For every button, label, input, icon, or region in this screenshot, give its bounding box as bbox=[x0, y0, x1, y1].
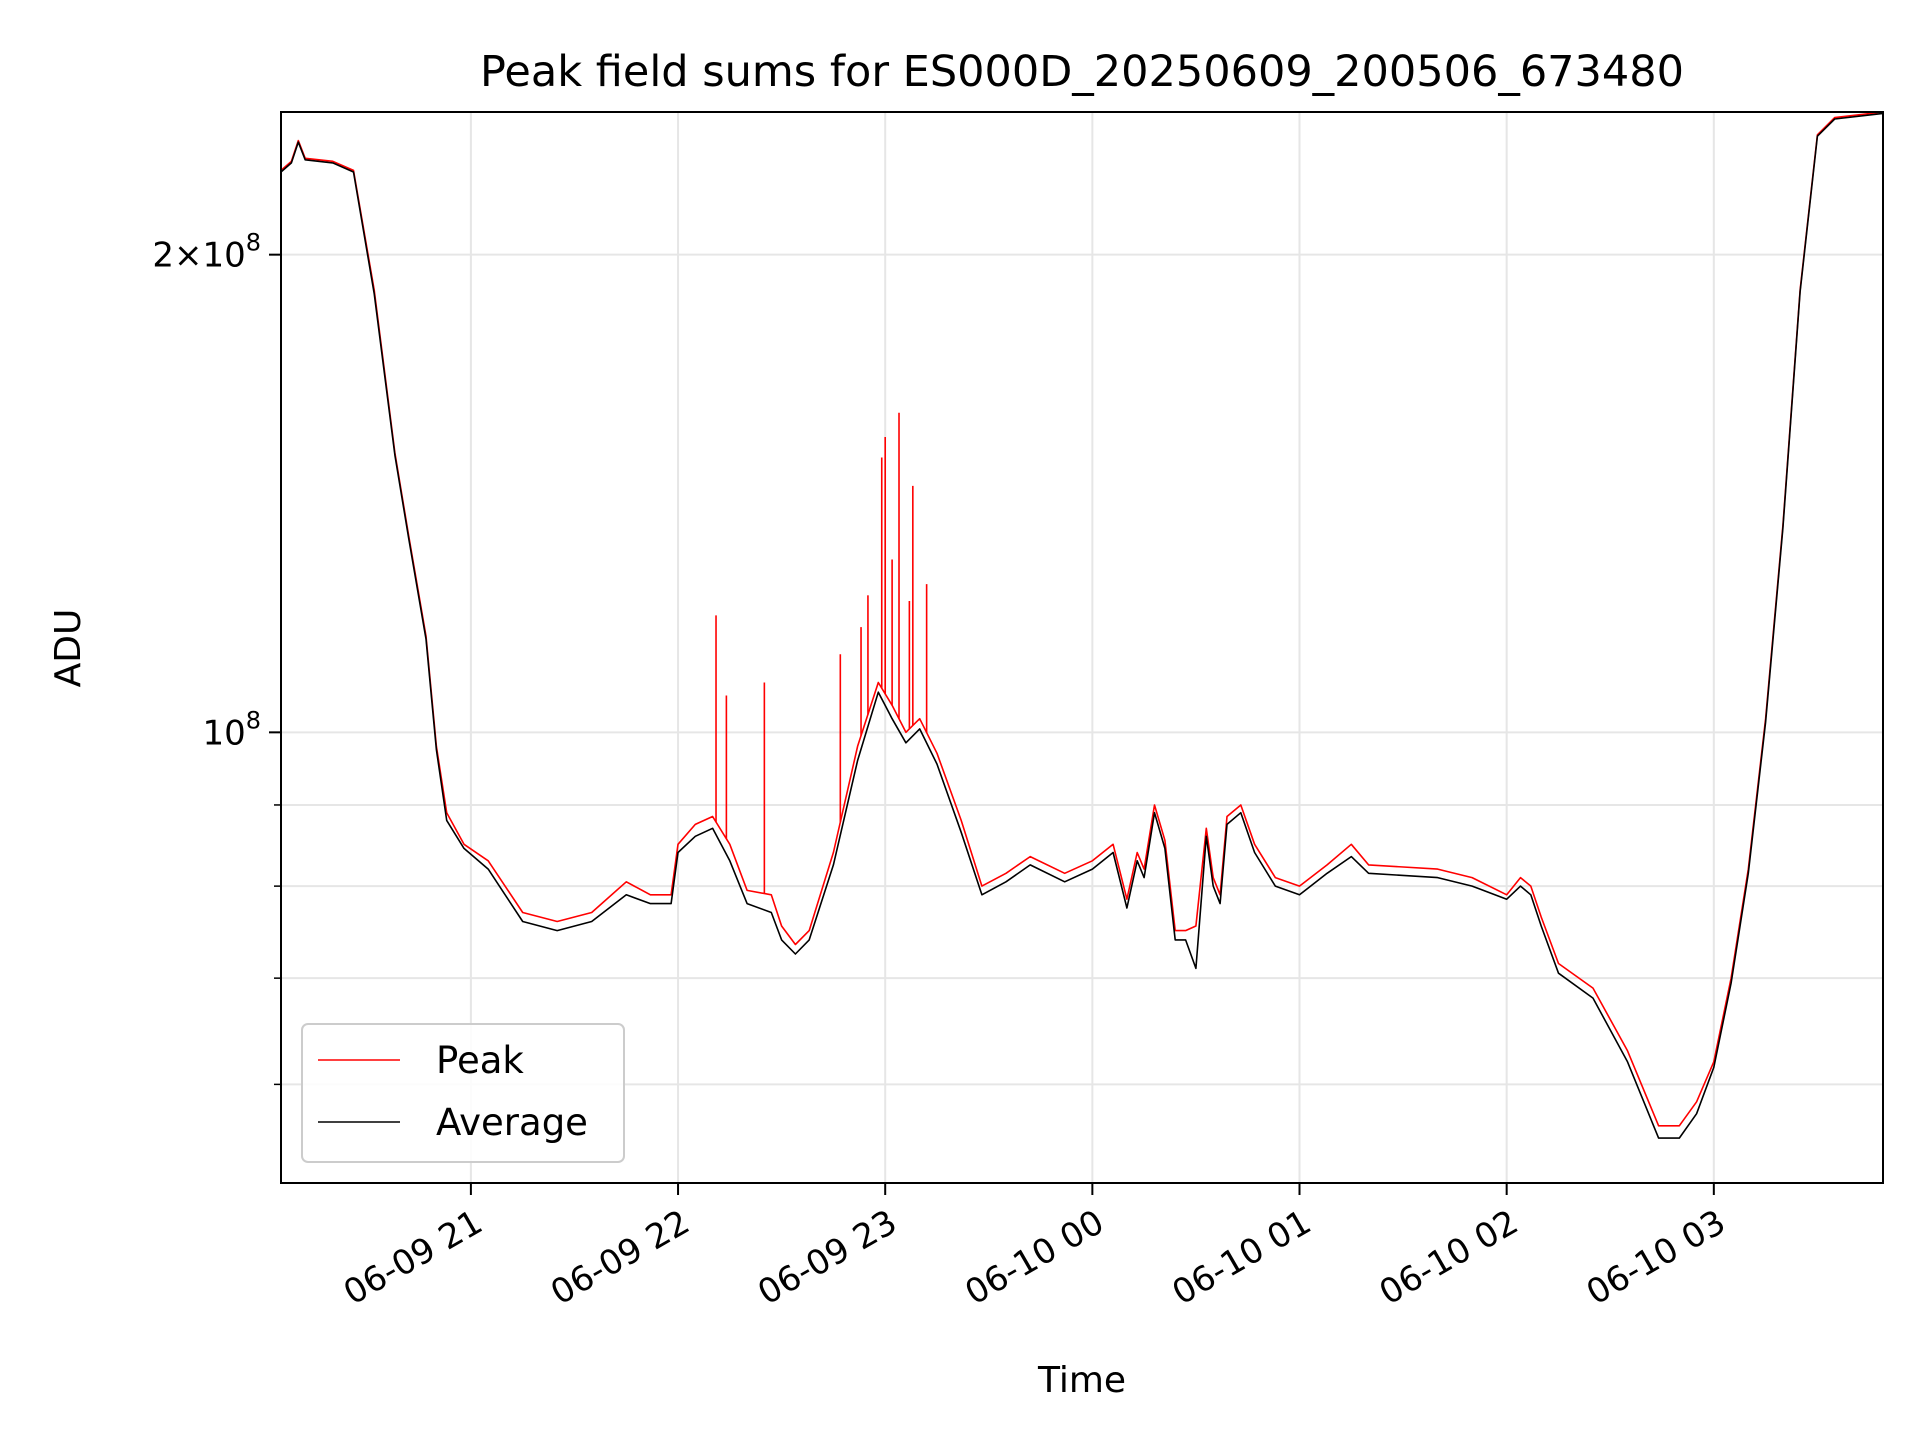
y-axis-label: ADU bbox=[48, 609, 89, 688]
plot-frame bbox=[280, 111, 1884, 1184]
series-line-peak bbox=[280, 111, 1884, 1127]
peak-spikes bbox=[715, 412, 928, 894]
legend-label-peak: Peak bbox=[436, 1039, 524, 1082]
grid-layer bbox=[281, 112, 1883, 1183]
y-tick-label: 2×108 bbox=[152, 229, 261, 276]
legend-label-average: Average bbox=[436, 1101, 588, 1144]
series-layer bbox=[280, 111, 1884, 1139]
legend: Peak Average bbox=[301, 1023, 625, 1163]
series-line-average bbox=[280, 112, 1884, 1139]
x-axis-label: Time bbox=[1037, 1360, 1126, 1401]
chart-title: Peak field sums for ES000D_20250609_2005… bbox=[480, 47, 1684, 97]
legend-box bbox=[301, 1023, 625, 1163]
